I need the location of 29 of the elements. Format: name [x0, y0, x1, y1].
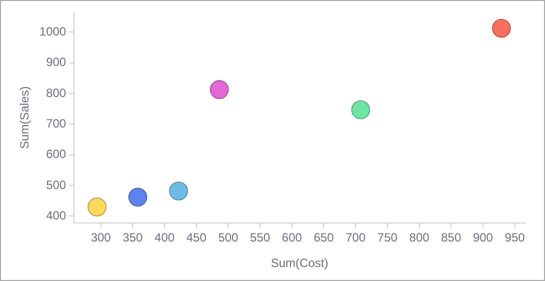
- x-tick-label: 850: [441, 230, 462, 245]
- y-tick-label: 500: [46, 178, 66, 192]
- x-tick-label: 750: [377, 230, 398, 245]
- point: [128, 188, 148, 207]
- x-tick-label: 900: [472, 230, 494, 245]
- point: [169, 182, 188, 200]
- y-tick-label: 400: [46, 208, 66, 222]
- x-tick-label: 600: [282, 230, 302, 245]
- x-tick-label: 300: [90, 230, 112, 245]
- x-axis-title: Sum(Cost): [270, 256, 328, 270]
- x-tick-label: 350: [122, 230, 144, 245]
- y-tick-label: 1000: [39, 24, 66, 39]
- x-tick-label: 450: [186, 230, 207, 245]
- y-tick-label: 900: [46, 55, 66, 70]
- y-axis-title: Sum(Sales): [18, 86, 32, 149]
- point: [351, 100, 370, 120]
- y-tick-label: 700: [46, 116, 66, 131]
- x-tick-label: 400: [154, 230, 175, 245]
- x-tick-label: 550: [250, 230, 270, 245]
- y-tick-label: 800: [46, 86, 66, 100]
- x-tick-label: 700: [346, 230, 366, 245]
- x-tick-label: 800: [409, 230, 430, 245]
- y-tick-label: 600: [46, 147, 66, 162]
- point: [88, 198, 106, 216]
- x-tick-label: 950: [504, 230, 526, 245]
- x-tick-label: 500: [218, 230, 239, 245]
- point: [210, 80, 229, 99]
- x-tick-label: 650: [314, 230, 334, 245]
- point: [492, 18, 511, 38]
